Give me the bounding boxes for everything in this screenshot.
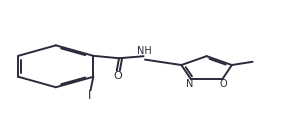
- Text: I: I: [87, 89, 91, 102]
- Text: O: O: [220, 79, 227, 89]
- Text: O: O: [113, 71, 122, 81]
- Text: NH: NH: [137, 46, 152, 56]
- Text: N: N: [186, 79, 193, 89]
